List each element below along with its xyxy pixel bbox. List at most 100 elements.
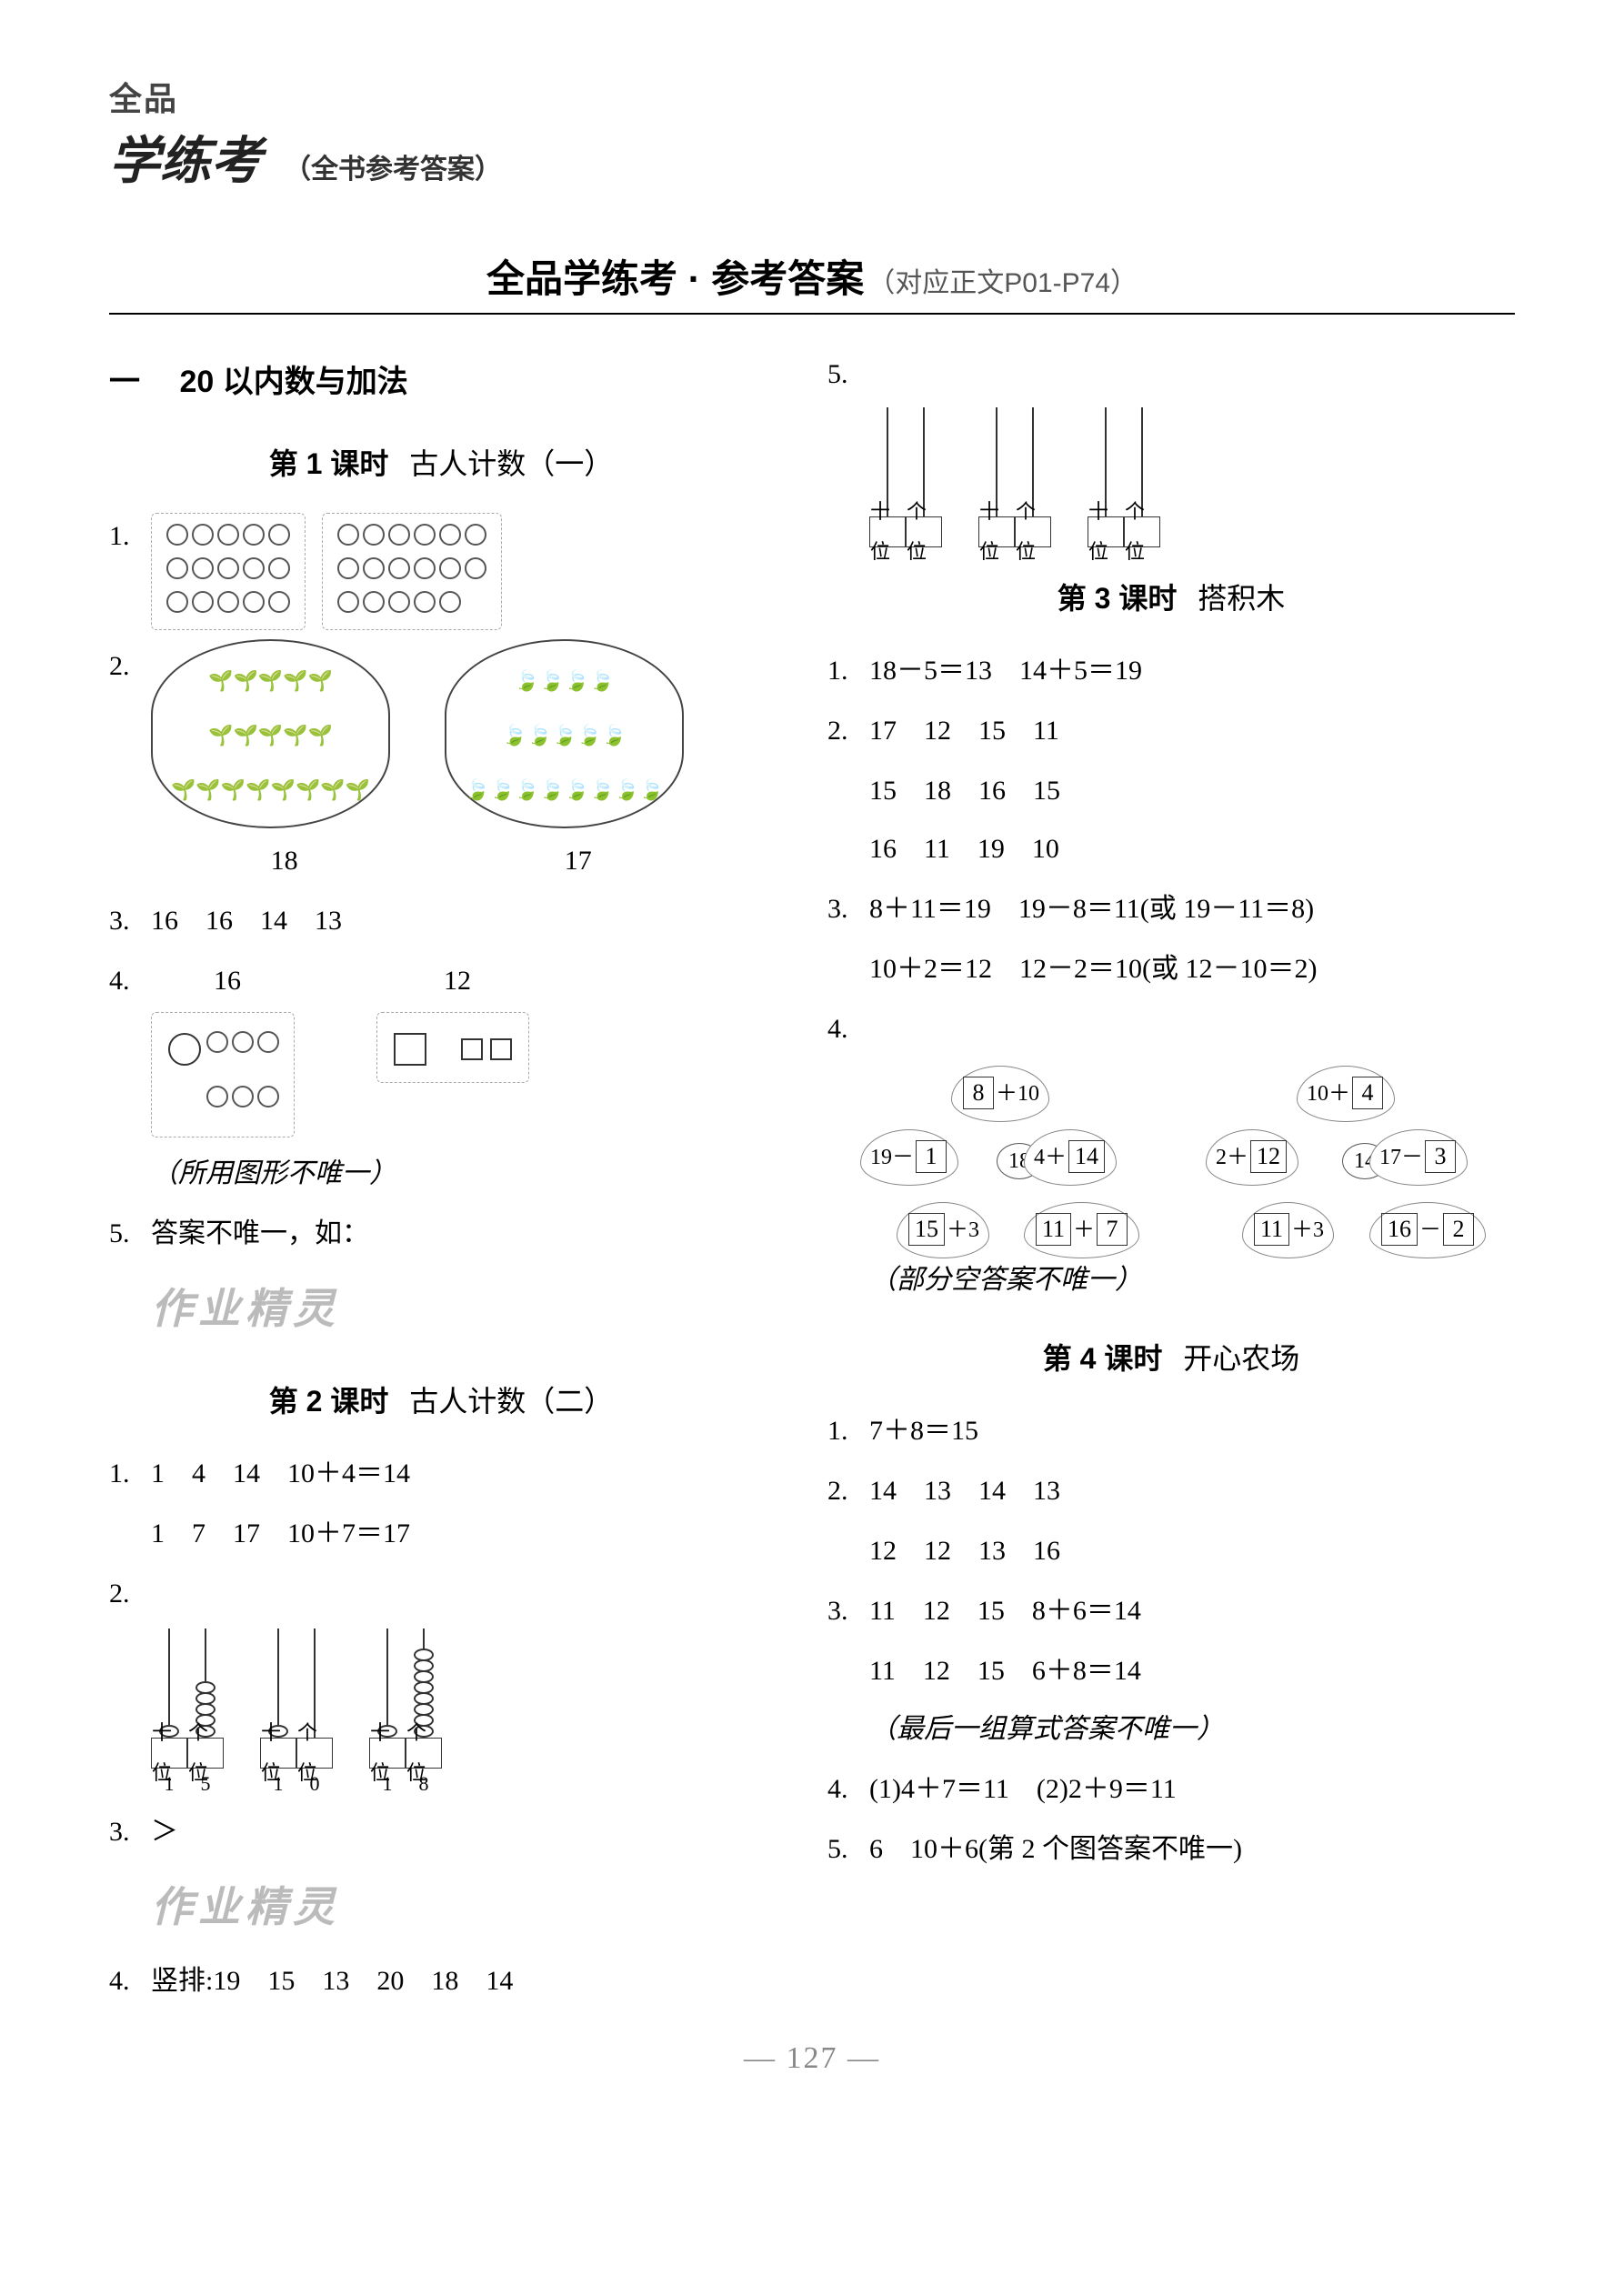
flower-petal: 19－1 [860, 1129, 958, 1186]
brand-logo: 全品 学练考 （全书参考答案） [109, 73, 1515, 194]
l1-q5-body: 答案不唯一，如： [151, 1207, 773, 1261]
lesson-3-title: 第 3 课时 搭积木 [827, 569, 1515, 627]
l4-q5: 5. 6 10＋6(第 2 个图答案不唯一) [827, 1822, 1515, 1877]
r-q5-abacus-row: 十位个位十位个位十位个位 [869, 407, 1515, 547]
flower-petal: 11＋3 [1242, 1202, 1334, 1258]
l2-q3: 3. ＞ [109, 1805, 773, 1859]
l1-q1: 1. [109, 509, 773, 634]
page-banner: 全品学练考 · 参考答案 （对应正文P01-P74） [109, 248, 1515, 315]
lesson-4-name: 开心农场 [1183, 1342, 1299, 1375]
q-number: 1. [109, 1447, 151, 1501]
logo-top-text: 全品 [109, 73, 1515, 120]
l1-q1-body [151, 509, 773, 634]
l4-q3-r1: 11 12 15 8＋6＝14 [869, 1584, 1515, 1639]
l4-q3-r2: 11 12 15 6＋8＝14 [827, 1644, 1515, 1699]
left-column: 一 20 以内数与加法 第 1 课时 古人计数（一） 1. 2. 🌱🌱🌱� [109, 342, 773, 2014]
lesson-3-prefix: 第 3 课时 [1058, 582, 1178, 615]
l2-q2-abacus-row: 十位个位15十位个位10十位个位18 [151, 1629, 773, 1799]
l1-q4-note: （所用图形不唯一） [109, 1147, 773, 1201]
unit-heading: 一 20 以内数与加法 [109, 351, 773, 413]
l1-q3: 3. 16 16 14 13 [109, 894, 773, 948]
q4-a-label: 16 [151, 954, 304, 1008]
unit-number: 一 [109, 365, 140, 399]
flower-petal: 2＋12 [1206, 1129, 1298, 1186]
flower-petal: 8＋10 [951, 1066, 1049, 1122]
oval-group-a: 🌱🌱🌱🌱🌱 🌱🌱🌱🌱🌱 🌱🌱🌱🌱🌱🌱🌱🌱 [151, 639, 390, 828]
l4-q3-note: （最后一组算式答案不唯一） [827, 1702, 1515, 1757]
circle-group-a [151, 513, 306, 630]
lesson-4-title: 第 4 课时 开心农场 [827, 1329, 1515, 1388]
l4-q4: 4. (1)4＋7＝11 (2)2＋9＝11 [827, 1762, 1515, 1817]
flower-petal: 15＋3 [897, 1202, 989, 1258]
abacus: 十位个位 [978, 407, 1051, 547]
l4-q3: 3. 11 12 15 8＋6＝14 [827, 1584, 1515, 1639]
l4-q1-body: 7＋8＝15 [869, 1404, 1515, 1458]
abacus: 十位个位 [1088, 407, 1160, 547]
l4-q2-r2: 12 12 13 16 [827, 1524, 1515, 1578]
l3-q3: 3. 8＋11＝19 19－8＝11(或 19－11＝8) [827, 882, 1515, 937]
flower-petal: 4＋14 [1024, 1129, 1117, 1186]
banner-range: （对应正文P01-P74） [867, 268, 1138, 298]
l2-q3-body: ＞ [151, 1805, 773, 1859]
l3-q3-r2: 10＋2＝12 12－2＝10(或 12－10＝2) [827, 942, 1515, 997]
q-number: 2. [109, 1567, 151, 1621]
page-number: — 127 — [109, 2041, 1515, 2076]
abacus: 十位个位10 [260, 1629, 333, 1799]
l2-q1: 1. 1 4 14 10＋4＝14 [109, 1447, 773, 1501]
lesson-2-title: 第 2 课时 古人计数（二） [109, 1372, 773, 1430]
l3-q1: 1. 18－5＝13 14＋5＝19 [827, 644, 1515, 698]
l3-q4-note: （部分空答案不唯一） [827, 1253, 1515, 1308]
abacus: 十位个位18 [369, 1629, 442, 1799]
q-number: 4. [109, 954, 151, 1008]
oval-group-b: 🍃🍃🍃🍃 🍃🍃🍃🍃🍃 🍃🍃🍃🍃🍃🍃🍃🍃 [445, 639, 684, 828]
lesson-1-prefix: 第 1 课时 [269, 447, 389, 480]
q-number: 1. [109, 509, 151, 564]
lesson-1-title: 第 1 课时 古人计数（一） [109, 435, 773, 493]
right-column: 5. 十位个位十位个位十位个位 第 3 课时 搭积木 1. 18－5＝13 14… [827, 342, 1515, 2014]
r-q5: 5. [827, 347, 1515, 402]
l3-q2-r1: 17 12 15 11 [869, 704, 1515, 758]
abacus: 十位个位 [869, 407, 942, 547]
q-number: 4. [109, 1954, 151, 2009]
l1-q3-body: 16 16 14 13 [151, 894, 773, 948]
lesson-3-name: 搭积木 [1198, 582, 1285, 615]
lesson-2-name: 古人计数（二） [409, 1385, 613, 1418]
q4-b-label: 12 [376, 954, 538, 1008]
l4-q2-r1: 14 13 14 13 [869, 1464, 1515, 1518]
unit-name: 20 以内数与加法 [179, 365, 407, 399]
q4-group-b: 12 [376, 954, 538, 1141]
q-number: 3. [109, 1805, 151, 1859]
l2-q4: 4. 竖排:19 15 13 20 18 14 [109, 1954, 773, 2009]
l4-q4-body: (1)4＋7＝11 (2)2＋9＝11 [869, 1762, 1515, 1817]
l2-q1-line2: 1 7 17 10＋7＝17 [109, 1507, 773, 1561]
l2-q2: 2. [109, 1567, 773, 1621]
lesson-4-prefix: 第 4 课时 [1043, 1342, 1163, 1375]
l4-q2: 2. 14 13 14 13 [827, 1464, 1515, 1518]
q-number: 5. [109, 1207, 151, 1261]
q4-group-a: 16 [151, 954, 304, 1141]
l3-q2-r3: 16 11 19 10 [827, 822, 1515, 877]
q-number: 2. [109, 639, 151, 694]
l1-q4-body: 16 12 [151, 954, 773, 1141]
flower-petal: 16－2 [1369, 1202, 1486, 1258]
flower-petal: 10＋4 [1297, 1066, 1395, 1122]
l1-q4: 4. 16 12 [109, 954, 773, 1141]
l4-q5-body: 6 10＋6(第 2 个图答案不唯一) [869, 1822, 1515, 1877]
flower-petal: 11＋7 [1024, 1202, 1139, 1258]
l1-q2: 2. 🌱🌱🌱🌱🌱 🌱🌱🌱🌱🌱 🌱🌱🌱🌱🌱🌱🌱🌱 18 [109, 639, 773, 888]
l3-q1-body: 18－5＝13 14＋5＝19 [869, 644, 1515, 698]
flower-petal: 17－3 [1369, 1129, 1468, 1186]
logo-main-text: 学练考 [109, 120, 262, 194]
l3-q2: 2. 17 12 15 11 [827, 704, 1515, 758]
circle-group-b [322, 513, 502, 630]
lesson-1-name: 古人计数（一） [409, 447, 613, 480]
flower-b: 1410＋42＋1217－311＋316－2 [1215, 1066, 1515, 1248]
flower-row: 188＋1019－14＋1415＋311＋7 1410＋42＋1217－311＋… [869, 1066, 1515, 1248]
l3-q2-r2: 15 18 16 15 [827, 764, 1515, 818]
l1-q2-body: 🌱🌱🌱🌱🌱 🌱🌱🌱🌱🌱 🌱🌱🌱🌱🌱🌱🌱🌱 18 🍃🍃🍃🍃 🍃🍃🍃🍃🍃 🍃🍃🍃🍃 [151, 639, 773, 888]
q-number: 3. [109, 894, 151, 948]
oval-a-count: 18 [151, 834, 417, 888]
oval-b-count: 17 [445, 834, 711, 888]
flower-a: 188＋1019－14＋1415＋311＋7 [869, 1066, 1169, 1248]
l4-q1: 1. 7＋8＝15 [827, 1404, 1515, 1458]
